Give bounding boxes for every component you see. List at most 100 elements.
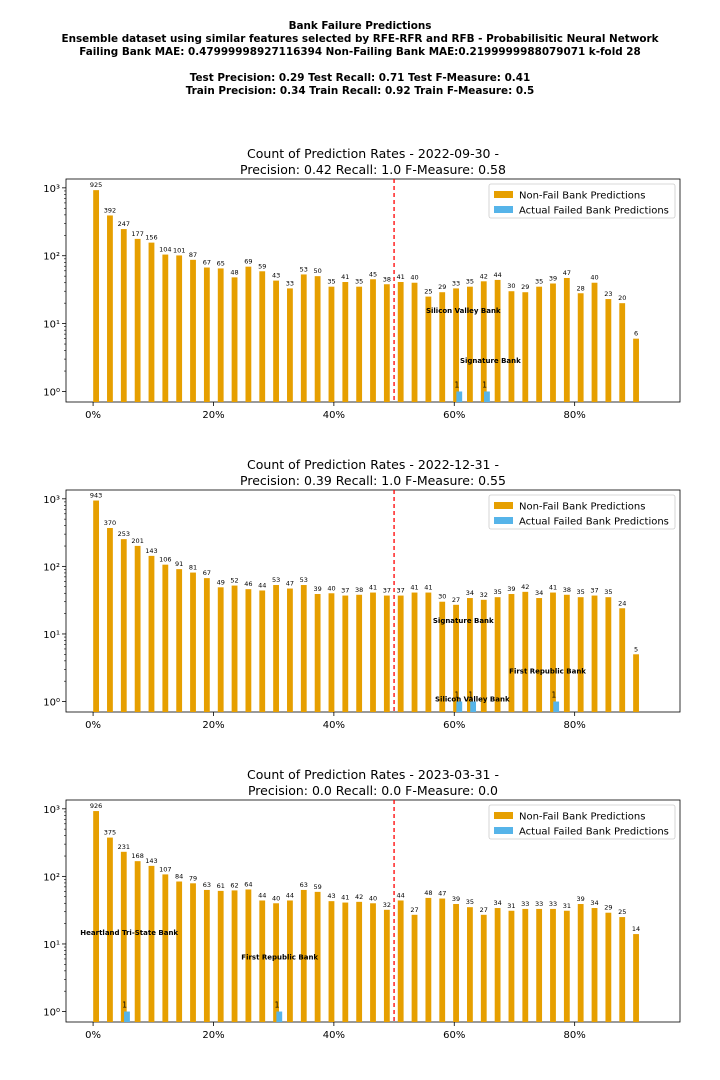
nonfail-bar-label: 49 <box>217 578 225 586</box>
nonfail-bar <box>425 897 432 1022</box>
bank-annotation: Signature Bank <box>433 617 494 625</box>
nonfail-bar <box>453 288 459 402</box>
nonfail-bar <box>633 934 639 1022</box>
nonfail-bar-label: 61 <box>217 882 225 890</box>
chart-subtitle: Precision: 0.39 Recall: 1.0 F-Measure: 0… <box>240 473 506 488</box>
failed-bar-label: 1 <box>122 1001 127 1010</box>
failed-bar <box>553 701 560 712</box>
x-tick-label: 20% <box>202 720 224 731</box>
nonfail-bar <box>439 292 446 402</box>
nonfail-bar-label: 35 <box>466 898 474 906</box>
legend-box <box>488 494 676 530</box>
nonfail-bar <box>328 286 335 402</box>
nonfail-bar <box>591 595 598 712</box>
nonfail-bar-label: 35 <box>466 278 474 286</box>
nonfail-bar-label: 143 <box>145 547 157 555</box>
nonfail-bar-label: 41 <box>341 273 349 281</box>
nonfail-bar <box>190 259 196 402</box>
nonfail-bar <box>356 594 363 712</box>
nonfail-bar <box>231 277 238 402</box>
nonfail-bar <box>480 281 487 402</box>
legend-label-failed: Actual Failed Bank Predictions <box>519 206 669 217</box>
nonfail-bar <box>93 500 100 712</box>
nonfail-bar-label: 23 <box>604 290 612 298</box>
nonfail-bar-label: 59 <box>313 883 321 891</box>
nonfail-bar-label: 201 <box>131 537 143 545</box>
nonfail-bar-label: 37 <box>383 587 391 595</box>
nonfail-bar <box>536 908 543 1022</box>
chart-title: Count of Prediction Rates - 2022-12-31 - <box>247 457 499 472</box>
nonfail-bar-label: 41 <box>369 584 377 592</box>
failed-bar-label: 1 <box>455 691 460 700</box>
chart-panel-2: Count of Prediction Rates - 2022-12-31 -… <box>43 457 681 731</box>
nonfail-bar <box>508 291 515 402</box>
nonfail-bar-label: 62 <box>230 881 238 889</box>
nonfail-bar <box>577 597 584 712</box>
nonfail-bar-label: 39 <box>313 585 321 593</box>
nonfail-bar <box>356 286 363 402</box>
x-tick-label: 80% <box>564 410 586 421</box>
nonfail-bar <box>536 286 543 402</box>
nonfail-bar <box>619 608 626 712</box>
y-tick-label: 10¹ <box>43 320 60 331</box>
nonfail-bar <box>245 589 252 712</box>
nonfail-bar <box>383 284 390 402</box>
nonfail-bar-label: 156 <box>145 234 157 242</box>
nonfail-bar-label: 91 <box>175 560 183 568</box>
nonfail-bar <box>550 908 556 1022</box>
nonfail-bar <box>300 889 307 1022</box>
chart-title: Count of Prediction Rates - 2023-03-31 - <box>247 767 499 782</box>
nonfail-bar <box>203 267 210 402</box>
x-tick-label: 0% <box>85 720 101 731</box>
nonfail-bar <box>605 299 612 402</box>
nonfail-bar-label: 67 <box>203 569 211 577</box>
nonfail-bar-label: 32 <box>480 591 488 599</box>
nonfail-bar <box>605 597 612 712</box>
legend-box <box>488 804 676 840</box>
x-tick-label: 80% <box>564 720 586 731</box>
header-test-metrics: Test Precision: 0.29 Test Recall: 0.71 T… <box>189 72 531 84</box>
nonfail-bar-label: 42 <box>480 272 488 280</box>
legend-box <box>488 183 676 219</box>
nonfail-bar <box>176 569 183 712</box>
x-tick-label: 20% <box>202 410 224 421</box>
x-tick-label: 40% <box>323 410 345 421</box>
legend-swatch-nonfail <box>494 502 513 509</box>
failed-bar <box>470 701 477 712</box>
nonfail-bar <box>120 539 127 712</box>
nonfail-bar-label: 48 <box>230 268 238 276</box>
nonfail-bar-label: 27 <box>410 906 418 914</box>
nonfail-bar-label: 32 <box>383 901 391 909</box>
header-mae: Failing Bank MAE: 0.47999998927116394 No… <box>79 46 641 58</box>
nonfail-bar-label: 14 <box>632 925 640 933</box>
nonfail-bar-label: 59 <box>258 262 266 270</box>
nonfail-bar <box>439 898 446 1022</box>
nonfail-bar-label: 43 <box>327 892 335 900</box>
nonfail-bar-label: 34 <box>535 589 543 597</box>
y-tick-label: 10³ <box>43 805 60 816</box>
nonfail-bar <box>342 595 349 712</box>
nonfail-bar <box>467 286 473 402</box>
nonfail-bar-label: 69 <box>244 258 252 266</box>
nonfail-bar <box>217 268 224 402</box>
nonfail-bar <box>619 303 626 402</box>
nonfail-bar <box>273 280 279 402</box>
nonfail-bar-label: 29 <box>438 283 446 291</box>
chart-title: Count of Prediction Rates - 2022-09-30 - <box>247 146 499 161</box>
nonfail-bar-label: 35 <box>355 278 363 286</box>
nonfail-bar-label: 33 <box>286 279 294 287</box>
nonfail-bar-label: 67 <box>203 259 211 267</box>
x-tick-label: 40% <box>323 720 345 731</box>
legend-swatch-failed <box>494 517 513 524</box>
failed-bar <box>484 391 490 402</box>
legend-label-failed: Actual Failed Bank Predictions <box>519 517 669 528</box>
nonfail-bar-label: 47 <box>438 890 446 898</box>
nonfail-bar-label: 168 <box>131 852 143 860</box>
nonfail-bar-label: 24 <box>618 599 626 607</box>
nonfail-bar <box>134 861 141 1022</box>
x-tick-label: 0% <box>85 1030 101 1041</box>
nonfail-bar <box>619 917 626 1022</box>
nonfail-bar <box>176 255 183 402</box>
y-tick-label: 10² <box>43 562 60 573</box>
nonfail-bar <box>134 545 141 712</box>
